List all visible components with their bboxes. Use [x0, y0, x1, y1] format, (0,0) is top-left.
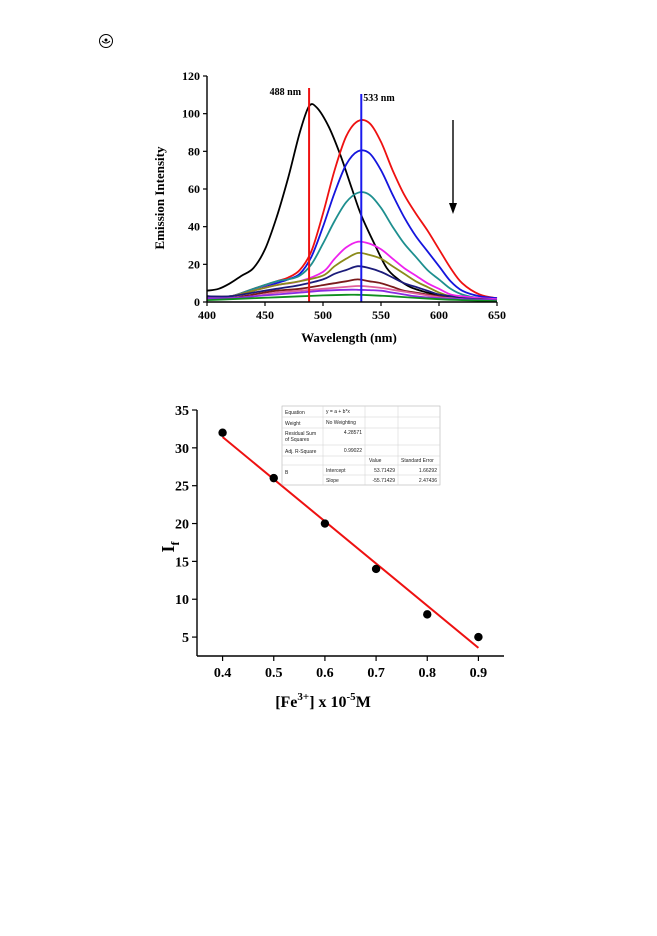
table-intercept-error: 1.66292 [419, 468, 437, 474]
spectrum-line-11 [206, 293, 498, 302]
chart1-ylabel: Emission Intensity [152, 146, 167, 249]
table-adjr-value: 0.99022 [344, 448, 362, 454]
x-tick-label-450: 450 [256, 308, 274, 322]
x-tick-label-3: 0.7 [367, 666, 385, 681]
data-point-6 [474, 632, 483, 642]
data-points-group [218, 428, 483, 642]
x-tick-label-0: 0.4 [214, 666, 232, 681]
spectra-series-group [206, 103, 498, 302]
reference-lines-group [308, 88, 363, 302]
table-equation-label: Equation [285, 410, 305, 416]
data-point-1 [218, 428, 227, 437]
x-tick-label-550: 550 [372, 308, 390, 322]
table-slope-label: Slope [326, 478, 339, 484]
y-tick-label-60: 60 [188, 182, 200, 196]
down-arrow-icon [449, 120, 457, 214]
annotation-488: 488 nm [270, 87, 302, 98]
fit-line [221, 436, 480, 649]
table-adjr-label: Adj. R-Square [285, 449, 317, 455]
data-point-5 [423, 610, 432, 619]
table-rss-label-1: Residual Sum [285, 431, 316, 437]
x-tick-label-5: 0.9 [470, 666, 488, 681]
x-tick-label-500: 500 [314, 308, 332, 322]
data-point-2 [269, 473, 278, 483]
emission-spectra-chart: 400 450 500 550 600 650 0 20 40 60 80 100 120 488 nm… [152, 69, 506, 345]
table-weight-value: No Weighting [326, 420, 356, 426]
spectrum-line-1 [206, 103, 498, 301]
table-row-group: B [285, 470, 289, 476]
y-tick-label-20: 20 [175, 518, 189, 533]
table-equation-value: y = a + b*x [326, 409, 350, 415]
y-tick-label-80: 80 [188, 144, 200, 158]
annotation-533: 533 nm [363, 93, 395, 104]
y-tick-label-40: 40 [188, 220, 200, 234]
table-rss-value: 4.28571 [344, 430, 362, 436]
data-point-4 [371, 564, 381, 574]
table-col-value: Value [369, 458, 382, 464]
spectrum-line-4 [206, 191, 498, 301]
table-intercept-value: 53.71429 [374, 468, 395, 474]
table-rss-label-2: of Squares [285, 437, 310, 443]
table-col-error: Standard Error [401, 458, 434, 464]
chart1-tick-group: 400 450 500 550 600 650 0 20 40 60 80 100 120 [182, 69, 506, 322]
y-tick-label-30: 30 [175, 442, 189, 457]
spectrum-line-3 [206, 149, 498, 300]
y-tick-label-100: 100 [182, 107, 200, 121]
x-tick-label-400: 400 [198, 308, 216, 322]
y-tick-label-120: 120 [182, 69, 200, 83]
fit-results-table: Equation y = a + b*x Weight No Weighting… [281, 405, 441, 486]
y-tick-label-5: 5 [182, 631, 189, 646]
linear-fit-chart: 0.4 0.5 0.6 0.7 0.8 0.9 5 10 15 20 25 30 35 Equation… [158, 404, 504, 711]
spectrum-line-10 [206, 288, 498, 301]
data-point-3 [320, 519, 330, 528]
table-slope-error: 2.47436 [419, 478, 437, 484]
table-intercept-label: Intercept [326, 468, 346, 474]
y-tick-label-25: 25 [175, 480, 189, 495]
x-tick-label-650: 650 [488, 308, 506, 322]
table-slope-value: -55.71429 [372, 478, 395, 484]
x-tick-label-1: 0.5 [265, 666, 283, 681]
chart2-xlabel: [Fe3+] x 10-5M [275, 691, 371, 711]
x-tick-label-2: 0.6 [316, 666, 334, 681]
table-weight-label: Weight [285, 421, 301, 427]
x-tick-label-600: 600 [430, 308, 448, 322]
y-tick-label-0: 0 [194, 295, 200, 309]
spectrum-line-7 [206, 265, 498, 301]
circle-logo-icon [99, 34, 113, 48]
chart2-ylabel: If [158, 540, 182, 552]
y-tick-label-10: 10 [175, 593, 189, 608]
chart2-axes [196, 410, 504, 657]
y-tick-label-15: 15 [175, 555, 189, 570]
chart1-xlabel: Wavelength (nm) [301, 330, 397, 345]
x-tick-label-4: 0.8 [419, 666, 437, 681]
y-tick-label-35: 35 [175, 404, 189, 419]
y-tick-label-20: 20 [188, 257, 200, 271]
chart2-tick-group: 0.4 0.5 0.6 0.7 0.8 0.9 5 10 15 20 25 30 35 [175, 404, 487, 681]
